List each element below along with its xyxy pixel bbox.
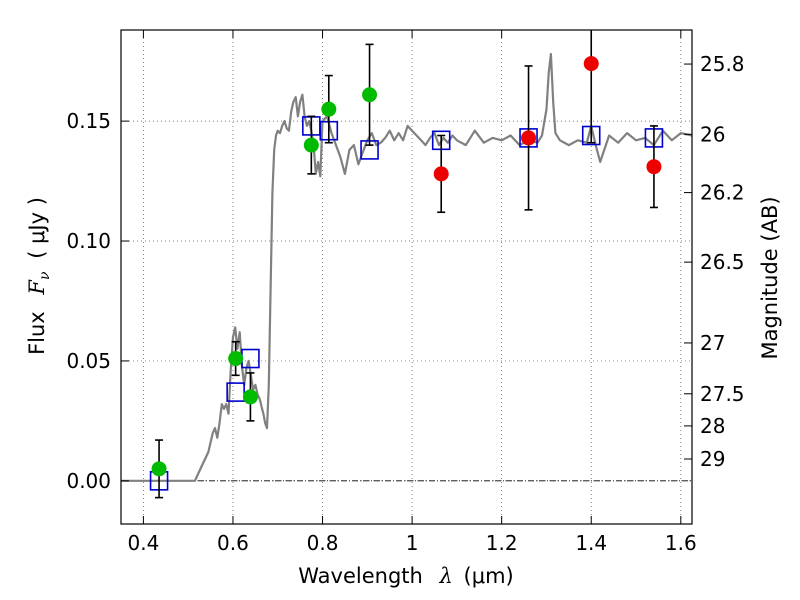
y-axis-label: Flux Fν ( μJy ) [25,197,54,355]
tick-layer: 0.4 0.6 0.8 1 1.2 1.4 1.6 0.00 0.05 0.10 0.15 25.8 2… [66,30,745,555]
plot-frame [120,29,693,525]
x-tick-label: 1.6 [665,531,697,555]
y-axis-label-unit: ( μJy ) [25,197,49,259]
y-tick-label: 0.15 [66,109,111,133]
x-tick-label: 1.2 [486,531,518,555]
mag-tick-label: 25.8 [700,52,745,76]
mag-tick-label: 28 [700,414,725,438]
model-photometry-square [226,382,245,402]
x-tick-label: 0.6 [217,531,249,555]
observed-flux-point [303,137,319,153]
observed-flux-point [583,56,599,72]
y-tick-label: 0.00 [66,469,111,493]
y-axis-label-text: Flux [25,311,49,355]
model-photometry-square [241,348,260,369]
x-axis-label-text: Wavelength [298,564,423,588]
observed-flux-point [362,87,378,103]
data-layer [121,30,693,499]
observed-flux-point [521,130,537,146]
mag-tick-label: 27.5 [700,382,745,406]
observed-flux-point [242,389,258,405]
x-tick-label: 1 [406,531,419,555]
observed-flux-point [151,461,167,477]
x-tick-label: 1.4 [575,531,607,555]
y-axis-label-subscript: ν [37,271,53,280]
observed-flux-point [433,166,449,182]
y2-axis-label: Magnitude (AB) [758,196,782,359]
x-tick-label: 0.8 [307,531,339,555]
mag-tick-label: 29 [700,447,725,471]
grid-layer [121,30,692,524]
model-spectrum-line [121,52,693,482]
y-axis-label-symbol: F [25,279,49,296]
x-axis-label-unit: (μm) [464,564,514,588]
observed-flux-point [228,351,244,367]
x-axis-label: Wavelength λ (μm) [298,564,513,588]
y-tick-label: 0.05 [66,349,111,373]
observed-flux-point [646,159,662,175]
y-tick-label: 0.10 [66,229,111,253]
observed-flux-point [321,101,337,117]
mag-tick-label: 26 [700,122,725,146]
mag-tick-label: 26.2 [700,181,745,205]
x-tick-label: 0.4 [127,531,159,555]
x-axis-label-symbol: λ [439,564,453,588]
mag-tick-label: 27 [700,331,725,355]
mag-tick-label: 26.5 [700,250,745,274]
